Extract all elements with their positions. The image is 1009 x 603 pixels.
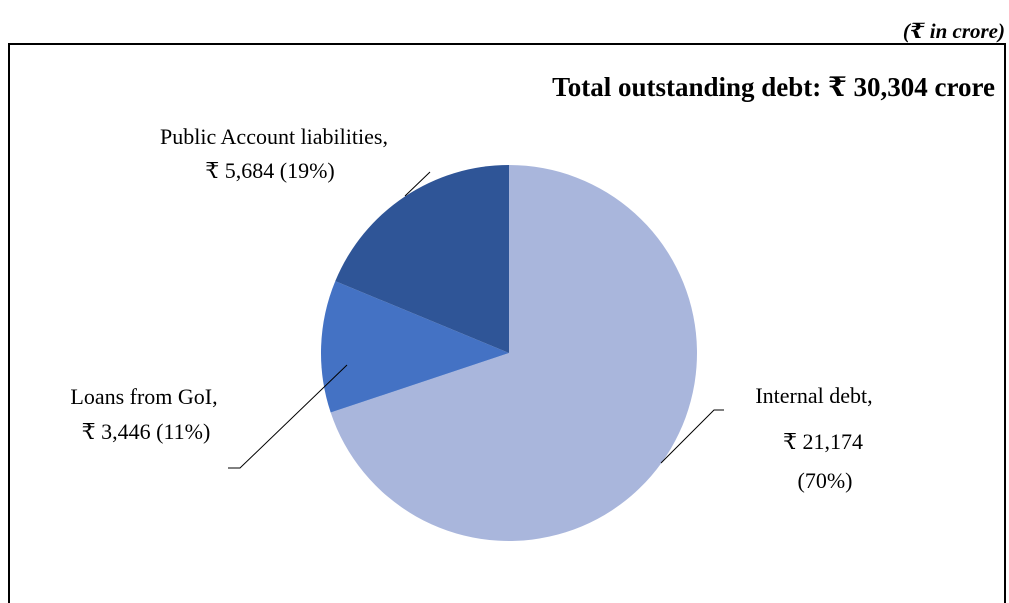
pie-slice-public-account-liabilities bbox=[335, 165, 509, 353]
unit-note: (₹ in crore) bbox=[902, 19, 1005, 43]
label-loans-line1: Loans from GoI, bbox=[70, 384, 217, 409]
label-public-account-line1: Public Account liabilities, bbox=[160, 124, 388, 149]
chart-frame bbox=[8, 43, 1006, 603]
label-internal-debt-line3: (70%) bbox=[798, 468, 853, 493]
label-public-account-line2: ₹ 5,684 (19%) bbox=[205, 158, 334, 183]
pie-slices bbox=[320, 165, 697, 541]
pie-slice-internal-debt bbox=[330, 165, 697, 541]
label-internal-debt-line1: Internal debt, bbox=[755, 383, 872, 408]
leader-line-public-account bbox=[404, 171, 431, 197]
label-internal-debt-line2: ₹ 21,174 bbox=[783, 429, 863, 454]
leader-line-loans bbox=[228, 364, 348, 469]
chart-title: Total outstanding debt: ₹ 30,304 crore bbox=[552, 72, 995, 102]
leader-line-internal-debt bbox=[660, 409, 724, 464]
label-loans-line2: ₹ 3,446 (11%) bbox=[82, 419, 211, 444]
pie-slice-loans-from-goi bbox=[320, 281, 509, 413]
